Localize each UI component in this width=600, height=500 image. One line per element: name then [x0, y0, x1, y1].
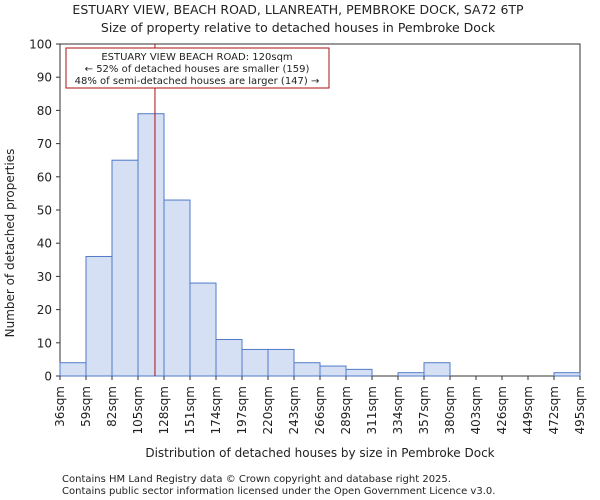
- bar-289sqm: [345, 368, 373, 377]
- x-tick-label-403sqm: 403sqm: [469, 386, 483, 434]
- x-tick-label-472sqm: 472sqm: [547, 386, 561, 434]
- bar-151sqm: [189, 282, 217, 377]
- y-tick-label-80: 80: [37, 104, 52, 118]
- x-tick-label-174sqm: 174sqm: [209, 386, 223, 434]
- y-tick-label-40: 40: [37, 237, 52, 251]
- y-tick-label-30: 30: [37, 270, 52, 284]
- y-tick-label-70: 70: [37, 137, 52, 151]
- plot-area: 0 10 20 30 40 50 60 70 80 90 100 36sqm 59sqm 82sqm 10…: [29, 38, 587, 435]
- y-tick-label-90: 90: [37, 71, 52, 85]
- y-tick-label-50: 50: [37, 204, 52, 218]
- bar-472sqm: [553, 372, 581, 377]
- bar-174sqm: [215, 338, 243, 377]
- bar-357sqm: [423, 362, 451, 377]
- x-tick-label-380sqm: 380sqm: [443, 386, 457, 434]
- x-tick-label-82sqm: 82sqm: [105, 386, 119, 427]
- annotation-line-2: ← 52% of detached houses are smaller (15…: [85, 64, 310, 75]
- bar-266sqm: [319, 365, 347, 377]
- bar-105sqm: [137, 113, 165, 377]
- x-tick-label-334sqm: 334sqm: [391, 386, 405, 434]
- bar-220sqm: [267, 348, 295, 377]
- bar-334sqm: [397, 372, 425, 377]
- bar-36sqm: [59, 362, 87, 377]
- annotation: ESTUARY VIEW BEACH ROAD: 120sqm ← 52% of…: [65, 47, 330, 89]
- y-tick-label-20: 20: [37, 303, 52, 317]
- x-axis-label: Distribution of detached houses by size …: [145, 446, 494, 460]
- x-tick-label-128sqm: 128sqm: [157, 386, 171, 434]
- x-tick-label-449sqm: 449sqm: [521, 386, 535, 434]
- x-tick-label-151sqm: 151sqm: [183, 386, 197, 434]
- y-tick-label-60: 60: [37, 170, 52, 184]
- y-tick-label-100: 100: [29, 38, 52, 52]
- y-axis-label: Number of detached properties: [3, 149, 17, 338]
- annotation-line-1: ESTUARY VIEW BEACH ROAD: 120sqm: [101, 52, 292, 63]
- bar-128sqm: [163, 199, 191, 377]
- chart-subtitle: Size of property relative to detached ho…: [101, 20, 496, 35]
- x-axis: 36sqm 59sqm 82sqm 105sqm 128sqm 151sqm 174sqm 1…: [53, 376, 587, 434]
- bars: [59, 113, 581, 377]
- x-tick-label-36sqm: 36sqm: [53, 386, 67, 427]
- annotation-box: [65, 47, 330, 89]
- x-tick-label-266sqm: 266sqm: [313, 386, 327, 434]
- y-axis: 0 10 20 30 40 50 60 70 80 90 100: [29, 38, 60, 384]
- x-tick-label-289sqm: 289sqm: [339, 386, 353, 434]
- bar-82sqm: [111, 159, 139, 377]
- bar-59sqm: [85, 255, 113, 377]
- bar-197sqm: [241, 348, 269, 377]
- footer-line-2: Contains public sector information licen…: [62, 486, 495, 497]
- x-tick-label-59sqm: 59sqm: [79, 386, 93, 427]
- x-tick-label-357sqm: 357sqm: [417, 386, 431, 434]
- annotation-line-3: 48% of semi-detached houses are larger (…: [75, 76, 320, 87]
- bar-243sqm: [293, 362, 321, 377]
- x-tick-label-243sqm: 243sqm: [287, 386, 301, 434]
- chart-title: ESTUARY VIEW, BEACH ROAD, LLANREATH, PEM…: [72, 2, 524, 17]
- x-tick-label-495sqm: 495sqm: [573, 386, 587, 434]
- x-tick-label-311sqm: 311sqm: [365, 386, 379, 434]
- x-tick-label-220sqm: 220sqm: [261, 386, 275, 434]
- x-tick-label-426sqm: 426sqm: [495, 386, 509, 434]
- y-tick-label-0: 0: [44, 370, 52, 384]
- x-tick-label-197sqm: 197sqm: [235, 386, 249, 434]
- x-tick-label-105sqm: 105sqm: [131, 386, 145, 434]
- footer-line-1: Contains HM Land Registry data © Crown c…: [62, 474, 451, 485]
- y-tick-label-10: 10: [37, 336, 52, 350]
